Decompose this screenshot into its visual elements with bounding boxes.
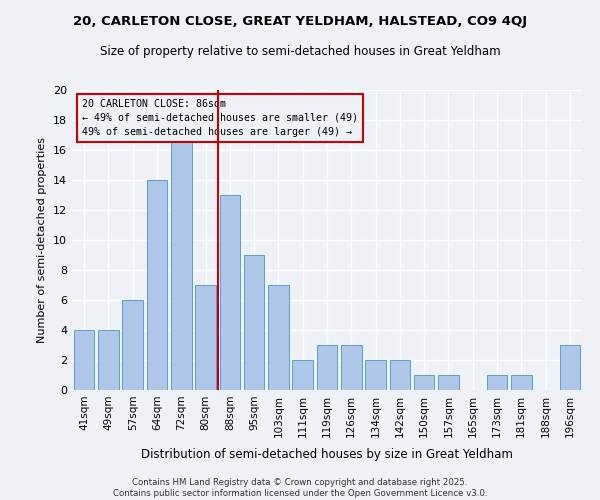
Text: 20, CARLETON CLOSE, GREAT YELDHAM, HALSTEAD, CO9 4QJ: 20, CARLETON CLOSE, GREAT YELDHAM, HALST… [73, 15, 527, 28]
Bar [122, 300, 143, 390]
Bar [292, 360, 313, 390]
Bar [220, 195, 240, 390]
Text: Size of property relative to semi-detached houses in Great Yeldham: Size of property relative to semi-detach… [100, 45, 500, 58]
Bar [414, 375, 434, 390]
Bar [560, 345, 580, 390]
Bar [511, 375, 532, 390]
Bar [317, 345, 337, 390]
Bar [438, 375, 459, 390]
Bar [244, 255, 265, 390]
X-axis label: Distribution of semi-detached houses by size in Great Yeldham: Distribution of semi-detached houses by … [141, 448, 513, 461]
Bar [195, 285, 216, 390]
Text: Contains HM Land Registry data © Crown copyright and database right 2025.
Contai: Contains HM Land Registry data © Crown c… [113, 478, 487, 498]
Bar [268, 285, 289, 390]
Bar [146, 180, 167, 390]
Text: 20 CARLETON CLOSE: 86sqm
← 49% of semi-detached houses are smaller (49)
49% of s: 20 CARLETON CLOSE: 86sqm ← 49% of semi-d… [82, 99, 358, 137]
Bar [98, 330, 119, 390]
Bar [341, 345, 362, 390]
Bar [487, 375, 508, 390]
Bar [389, 360, 410, 390]
Y-axis label: Number of semi-detached properties: Number of semi-detached properties [37, 137, 47, 343]
Bar [365, 360, 386, 390]
Bar [74, 330, 94, 390]
Bar [171, 135, 191, 390]
